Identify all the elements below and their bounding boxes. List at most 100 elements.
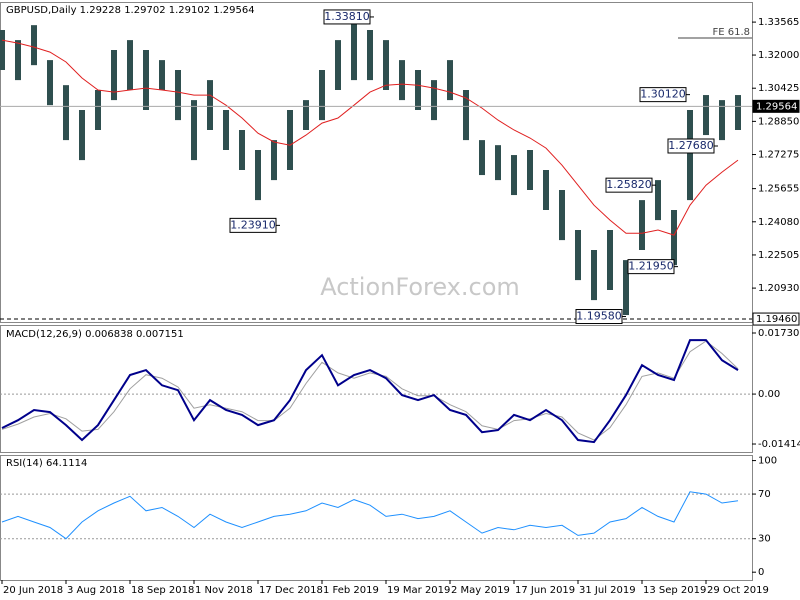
price-bar xyxy=(63,85,69,141)
price-bar xyxy=(95,90,101,130)
y-tick-label: 1.27275 xyxy=(758,150,799,161)
y-tick-label: 1.30425 xyxy=(758,83,799,94)
price-bar xyxy=(191,100,197,161)
price-bar xyxy=(255,150,261,201)
annotation-label: 1.27680 xyxy=(668,139,714,152)
price-bar xyxy=(367,30,373,81)
moving-average xyxy=(1,39,739,236)
y-tick-label: 70 xyxy=(758,489,771,500)
panel-frame xyxy=(0,325,753,453)
price-bar xyxy=(447,60,453,101)
x-tick-label: 3 Aug 2018 xyxy=(67,585,125,596)
price-bar xyxy=(383,40,389,90)
price-bar xyxy=(735,95,741,130)
panel-frame xyxy=(0,2,753,323)
price-bar xyxy=(223,110,229,150)
watermark: ActionForex.com xyxy=(320,273,520,301)
y-tick-label: 0.017302 xyxy=(758,328,800,339)
y-tick-label: -0.014148 xyxy=(758,439,800,450)
annotation-box xyxy=(575,309,623,325)
annotation-label: 1.33810 xyxy=(324,10,370,23)
annotation-label: 1.30120 xyxy=(640,88,686,101)
indicator-line xyxy=(1,339,739,444)
annotation-label: 1.23910 xyxy=(230,218,276,231)
price-bar xyxy=(415,70,421,110)
x-tick-label: 29 Oct 2019 xyxy=(707,585,769,596)
price-bar xyxy=(495,145,501,181)
price-bar xyxy=(687,110,693,201)
price-bar xyxy=(591,250,597,301)
x-tick-label: 17 Dec 2018 xyxy=(259,585,323,596)
rsi-title: RSI(14) 64.1114 xyxy=(6,458,87,469)
price-bar xyxy=(655,180,661,221)
price-level-label: 1.19460 xyxy=(756,314,797,325)
annotation-label: 1.19580 xyxy=(576,310,622,323)
price-bar xyxy=(543,170,549,210)
price-bar xyxy=(639,200,645,250)
annotation-label: 1.21950 xyxy=(628,260,674,273)
price-bar xyxy=(575,230,581,281)
price-bar xyxy=(527,150,533,190)
annotation-box xyxy=(229,217,277,233)
price-level-box xyxy=(752,312,800,326)
price-bar xyxy=(287,110,293,170)
price-bar xyxy=(175,70,181,121)
y-tick-label: 1.22505 xyxy=(758,250,799,261)
panel-frame xyxy=(0,455,753,581)
x-tick-label: 18 Sep 2018 xyxy=(131,585,194,596)
x-tick-label: 31 Jul 2019 xyxy=(579,585,636,596)
price-bar xyxy=(399,60,405,101)
annotation-box xyxy=(323,9,371,25)
fe-label: FE 61.8 xyxy=(712,27,750,38)
annotation-box xyxy=(667,138,715,154)
price-bar xyxy=(239,130,245,170)
price-bar xyxy=(431,80,437,121)
price-bar xyxy=(703,95,709,136)
price-bar xyxy=(0,30,5,70)
price-bar xyxy=(271,140,277,181)
annotation-box xyxy=(627,259,675,275)
price-bar xyxy=(607,230,613,290)
price-bar xyxy=(47,60,53,106)
price-bar xyxy=(319,70,325,121)
price-bar xyxy=(79,110,85,161)
price-bar xyxy=(479,140,485,176)
price-bar xyxy=(511,155,517,196)
macd-title: MACD(12,26,9) 0.006838 0.007151 xyxy=(6,329,184,340)
y-tick-label: 1.24080 xyxy=(758,217,799,228)
price-bar xyxy=(463,90,469,141)
price-bar xyxy=(127,40,133,90)
price-bar xyxy=(671,210,677,266)
y-tick-label: 0 xyxy=(758,567,764,578)
price-level-label: 1.29564 xyxy=(756,101,797,112)
price-level-box xyxy=(752,99,800,113)
price-bar xyxy=(207,80,213,130)
x-tick-label: 1 Feb 2019 xyxy=(323,585,379,596)
chart-title: GBPUSD,Daily 1.29228 1.29702 1.29102 1.2… xyxy=(6,5,255,16)
y-tick-label: 30 xyxy=(758,534,771,545)
y-tick-label: 1.25655 xyxy=(758,184,799,195)
price-bar xyxy=(559,190,565,241)
x-tick-label: 20 Jun 2018 xyxy=(3,585,63,596)
price-bar xyxy=(15,40,21,81)
indicator-line xyxy=(1,491,739,540)
x-tick-label: 17 Jun 2019 xyxy=(515,585,575,596)
y-tick-label: 0.00 xyxy=(758,389,780,400)
price-bar xyxy=(335,40,341,90)
y-tick-label: 1.33565 xyxy=(758,17,799,28)
price-bar xyxy=(143,50,149,110)
annotation-label: 1.25820 xyxy=(606,178,652,191)
y-tick-label: 100 xyxy=(758,456,777,467)
x-tick-label: 19 Mar 2019 xyxy=(387,585,450,596)
price-bar xyxy=(719,100,725,141)
annotation-box xyxy=(639,87,687,103)
price-bar xyxy=(351,20,357,81)
x-tick-label: 1 Nov 2018 xyxy=(195,585,253,596)
y-tick-label: 1.32000 xyxy=(758,50,799,61)
indicator-line xyxy=(1,340,739,441)
y-tick-label: 1.28850 xyxy=(758,116,799,127)
x-tick-label: 13 Sep 2019 xyxy=(643,585,706,596)
price-bar xyxy=(159,60,165,90)
price-bar xyxy=(111,50,117,101)
